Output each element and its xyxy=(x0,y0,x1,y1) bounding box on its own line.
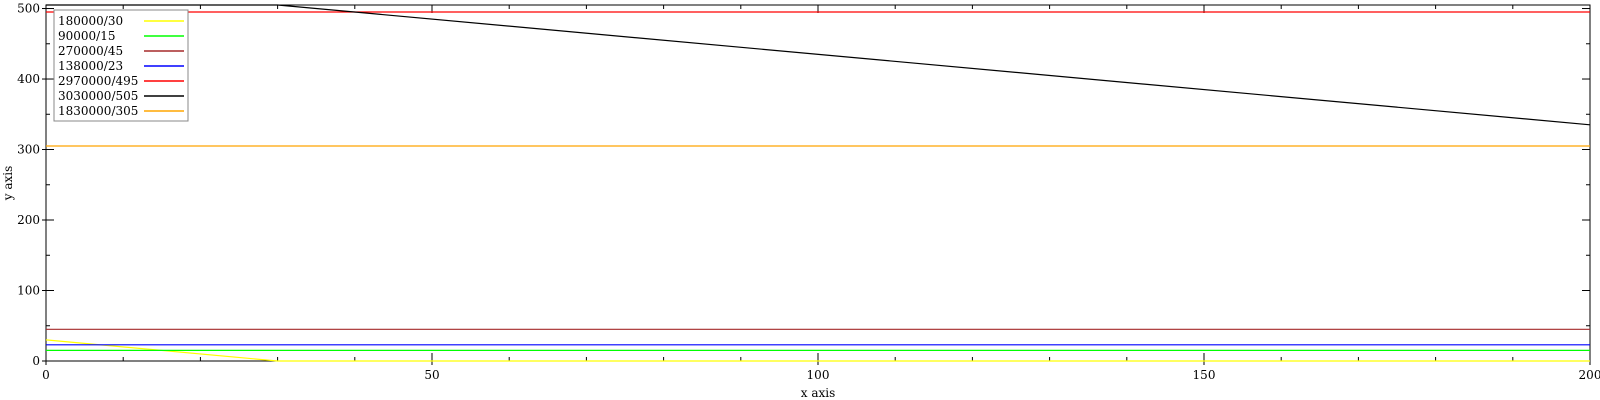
x-axis-label: x axis xyxy=(801,386,836,400)
legend-label: 90000/15 xyxy=(58,29,116,43)
legend-label: 2970000/495 xyxy=(58,74,138,88)
y-tick-label: 500 xyxy=(17,2,40,16)
legend-label: 138000/23 xyxy=(58,59,123,73)
series-line-3030000-505 xyxy=(46,4,1591,126)
series-line-180000-30 xyxy=(45,339,1590,362)
y-tick-label: 100 xyxy=(17,284,40,298)
x-tick-label: 150 xyxy=(1193,368,1216,382)
legend-label: 1830000/305 xyxy=(58,104,138,118)
y-axis-label: y axis xyxy=(1,166,15,202)
x-tick-label: 0 xyxy=(42,368,50,382)
plot-frame xyxy=(45,4,1591,362)
legend-label: 180000/30 xyxy=(58,14,123,28)
x-tick-label: 50 xyxy=(424,368,439,382)
y-tick-label: 0 xyxy=(32,354,40,368)
x-tick-label: 100 xyxy=(807,368,830,382)
x-tick-label: 200 xyxy=(1579,368,1600,382)
series-layer xyxy=(45,4,1591,362)
y-tick-label: 200 xyxy=(17,213,40,227)
legend: 180000/3090000/15270000/45138000/2329700… xyxy=(53,9,189,122)
legend-label: 3030000/505 xyxy=(58,89,138,103)
y-tick-label: 300 xyxy=(17,143,40,157)
axes: 0 50 100 150 200 0 100 200 300 400 500 xyxy=(17,2,1600,382)
y-tick-label: 400 xyxy=(17,72,40,86)
legend-label: 270000/45 xyxy=(58,44,123,58)
